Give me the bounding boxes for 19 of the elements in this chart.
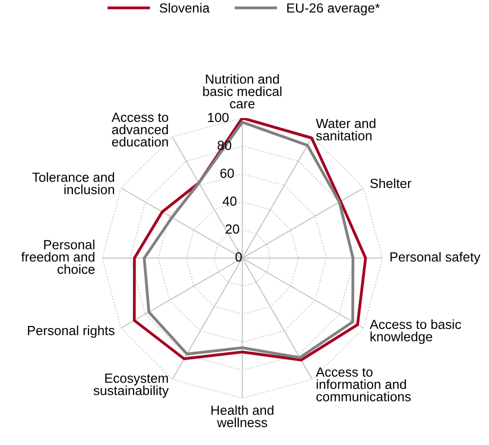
y-tick-label: 100 <box>208 112 229 122</box>
spoke-label: Shelter <box>370 178 412 188</box>
legend-label: Slovenia <box>160 2 210 13</box>
spoke-label: Access to basic knowledge <box>370 319 462 344</box>
spoke-label: Health and wellness <box>211 405 274 428</box>
spoke-label: Personal safety <box>390 252 480 264</box>
y-tick-label: 20 <box>226 224 240 234</box>
spoke-label: Access to information and communications <box>316 368 411 402</box>
y-tick-label: 0 <box>235 252 242 262</box>
spoke-label: Ecosystem sustainability <box>94 374 169 398</box>
spoke-label: Personal rights <box>28 326 114 338</box>
spoke-label: Nutrition and basic medical care <box>203 74 282 108</box>
spoke-label: Access to advanced education <box>112 112 168 147</box>
spoke-label: Tolerance and inclusion <box>32 172 114 194</box>
y-tick-label: 40 <box>222 196 237 206</box>
spoke-label: Personal freedom and choice <box>21 240 95 274</box>
spoke-label: Water and sanitation <box>316 118 376 140</box>
y-tick-label: 60 <box>220 168 234 178</box>
legend-label: EU-26 average* <box>287 3 380 16</box>
